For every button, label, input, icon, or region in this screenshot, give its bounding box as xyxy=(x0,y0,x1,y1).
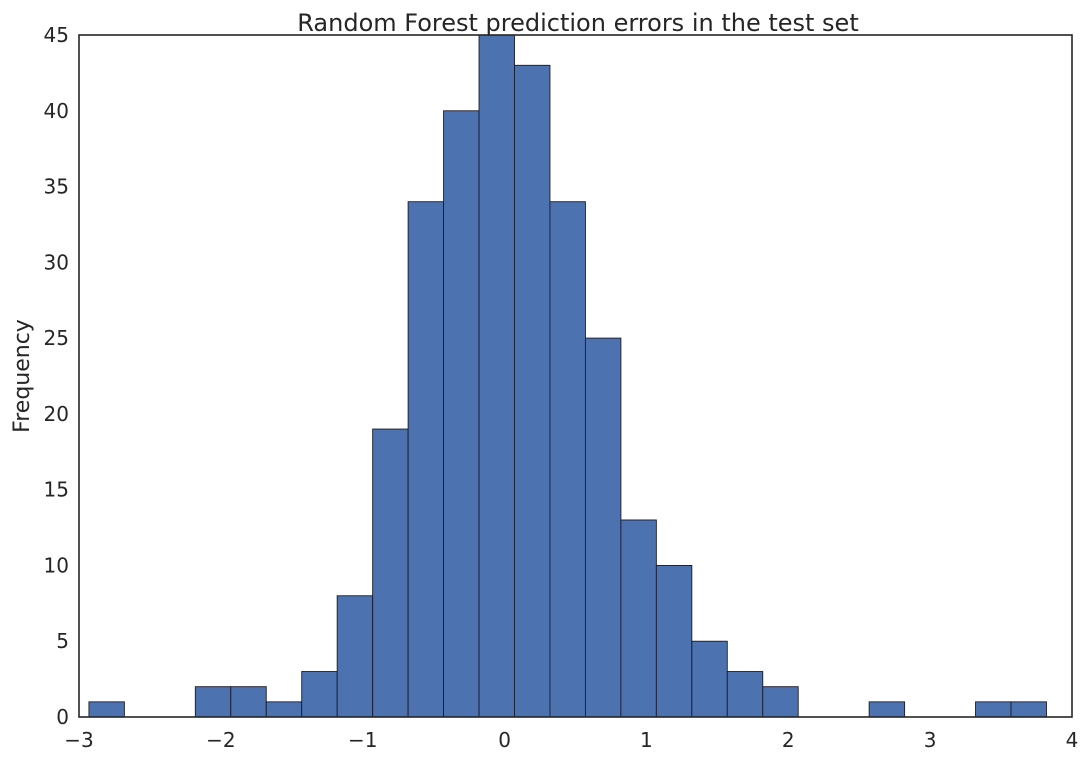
x-tick-label: 2 xyxy=(782,728,795,752)
plot-area-frame xyxy=(78,34,1073,718)
x-tick-label: 1 xyxy=(640,728,653,752)
histogram-bar xyxy=(1010,701,1047,718)
y-tick-label: 45 xyxy=(44,23,69,47)
x-tick-label: 4 xyxy=(1066,728,1079,752)
x-tick-label: −2 xyxy=(206,728,235,752)
x-tick-label: −3 xyxy=(64,728,93,752)
y-tick-label: 25 xyxy=(44,326,69,350)
y-tick-label: 5 xyxy=(56,629,69,653)
histogram-bar xyxy=(762,686,799,718)
y-tick-label: 20 xyxy=(44,402,69,426)
histogram-bar xyxy=(584,337,622,718)
histogram-bar xyxy=(372,428,409,718)
histogram-bar xyxy=(265,701,303,718)
histogram-bar xyxy=(336,595,374,718)
x-tick-label: −1 xyxy=(348,728,377,752)
histogram-bar xyxy=(443,110,480,718)
y-tick-label: 30 xyxy=(44,250,69,274)
histogram-bar xyxy=(691,640,728,718)
histogram-bar xyxy=(407,201,445,718)
y-tick-label: 40 xyxy=(44,99,69,123)
histogram-bars xyxy=(88,34,1047,718)
x-axis-ticks: −3 −2 −1 0 1 2 3 4 xyxy=(64,728,1078,752)
chart-title: Random Forest prediction errors in the t… xyxy=(297,9,858,37)
y-tick-label: 15 xyxy=(44,478,69,502)
histogram-bar xyxy=(549,201,586,718)
histogram-bar xyxy=(301,671,338,718)
histogram-bar xyxy=(868,701,906,718)
y-tick-label: 35 xyxy=(44,175,69,199)
x-tick-label: 3 xyxy=(924,728,937,752)
y-axis-title: Frequency xyxy=(10,319,35,433)
histogram-bar xyxy=(655,564,693,718)
histogram-bar xyxy=(230,686,267,718)
y-tick-label: 10 xyxy=(44,553,69,577)
x-tick-label: 0 xyxy=(498,728,511,752)
y-axis-ticks: 0 5 10 15 20 25 30 35 40 45 xyxy=(44,23,69,729)
histogram-bar xyxy=(478,34,515,718)
histogram-bar xyxy=(194,686,232,718)
histogram-bar xyxy=(726,671,764,718)
histogram-bar xyxy=(88,701,125,718)
histogram-bar xyxy=(514,64,551,718)
histogram-bar xyxy=(620,519,657,718)
y-tick-label: 0 xyxy=(56,705,69,729)
histogram-bar xyxy=(975,701,1012,718)
